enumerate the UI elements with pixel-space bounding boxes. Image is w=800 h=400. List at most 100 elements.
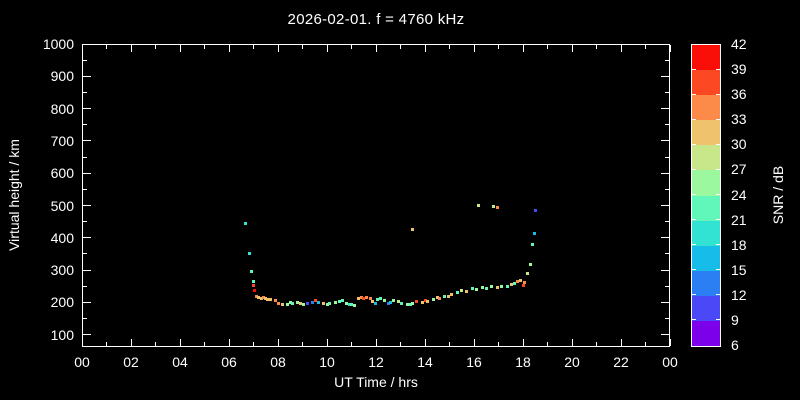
x-major-tick (669, 45, 671, 52)
y-minor-tick (665, 188, 669, 190)
data-point (247, 252, 251, 256)
x-axis-tick-label: 16 (466, 354, 482, 370)
colorbar-segment (692, 45, 720, 71)
colorbar-segment (692, 145, 720, 171)
data-point (253, 289, 257, 293)
data-point (376, 298, 380, 301)
data-point (321, 302, 325, 306)
data-point (295, 301, 299, 305)
colorbar-tick (716, 294, 720, 296)
colorbar-tick-label: 15 (731, 261, 747, 278)
colorbar-tick (716, 244, 720, 246)
y-axis-tick-label: 100 (50, 326, 74, 343)
y-minor-tick (83, 318, 87, 320)
data-point (261, 296, 265, 300)
data-point (455, 291, 459, 295)
colorbar-tick-label: 6 (731, 337, 739, 353)
colorbar-axis-label: SNR / dB (770, 165, 786, 225)
colorbar-tick-label: 36 (731, 86, 747, 103)
y-minor-tick (665, 285, 669, 287)
data-point (526, 272, 530, 276)
y-major-tick (661, 334, 669, 336)
x-axis-label: UT Time / hrs (334, 374, 418, 390)
data-point (470, 287, 474, 291)
data-point (446, 295, 450, 299)
x-major-tick (424, 339, 426, 346)
data-point (344, 302, 348, 306)
x-major-tick (620, 339, 622, 346)
x-major-tick (179, 339, 181, 346)
colorbar-tick (716, 93, 720, 95)
x-minor-tick (155, 342, 156, 346)
x-minor-tick (498, 342, 499, 346)
x-minor-tick (449, 45, 450, 49)
data-point (523, 281, 527, 285)
x-major-tick (571, 339, 573, 346)
colorbar-tick (692, 194, 696, 195)
y-axis-tick-label: 800 (50, 100, 74, 117)
colorbar-segment (692, 220, 720, 247)
y-axis-tick-label: 700 (50, 132, 74, 149)
x-minor-tick (449, 342, 450, 346)
data-point (252, 284, 256, 288)
data-point (442, 295, 446, 299)
data-point (460, 288, 464, 292)
colorbar-tick (716, 269, 720, 271)
colorbar-tick-label: 24 (731, 186, 747, 203)
data-point (373, 302, 377, 306)
y-minor-tick (83, 285, 87, 287)
y-major-tick (661, 172, 669, 174)
data-point (244, 222, 248, 226)
colorbar-tick-label: 27 (731, 161, 747, 178)
x-major-tick (522, 339, 524, 346)
x-minor-tick (204, 45, 205, 49)
data-point (269, 298, 273, 301)
data-point (325, 303, 329, 307)
x-major-tick (130, 45, 132, 52)
data-point (505, 285, 509, 289)
data-point (465, 290, 469, 294)
y-minor-tick (665, 59, 669, 61)
colorbar-tick (692, 244, 696, 246)
x-minor-tick (253, 342, 254, 346)
y-major-tick (83, 205, 91, 206)
data-point (477, 204, 481, 207)
colorbar-tick-label: 33 (731, 111, 747, 128)
x-minor-tick (302, 342, 303, 346)
x-major-tick (669, 339, 671, 346)
colorbar-segment (692, 120, 720, 146)
y-major-tick (83, 301, 91, 303)
x-minor-tick (204, 342, 205, 346)
data-point (510, 283, 514, 287)
colorbar-tick (692, 219, 696, 221)
data-point (356, 297, 360, 301)
data-point (386, 302, 390, 306)
data-point (532, 232, 536, 236)
data-point (528, 263, 532, 267)
colorbar-segment (692, 170, 720, 196)
data-point (515, 280, 519, 284)
y-major-tick (83, 43, 91, 45)
colorbar-segment (692, 320, 720, 347)
data-point (475, 288, 479, 291)
data-point (400, 302, 404, 306)
data-point (276, 302, 280, 306)
data-point (405, 303, 409, 307)
data-point (368, 297, 372, 301)
colorbar-tick (716, 118, 720, 120)
colorbar-tick (692, 294, 696, 296)
x-minor-tick (253, 45, 254, 49)
y-major-tick (661, 269, 669, 271)
data-point (513, 282, 517, 286)
data-point (310, 301, 314, 305)
y-major-tick (83, 108, 91, 110)
x-major-tick (277, 45, 279, 52)
data-point (251, 280, 255, 284)
x-major-tick (375, 45, 377, 52)
data-point (314, 299, 318, 303)
colorbar-tick-label: 30 (731, 136, 747, 153)
x-major-tick (81, 45, 83, 52)
x-axis-tick-label: 00 (74, 354, 90, 370)
data-point (450, 293, 454, 297)
data-point (495, 205, 499, 209)
